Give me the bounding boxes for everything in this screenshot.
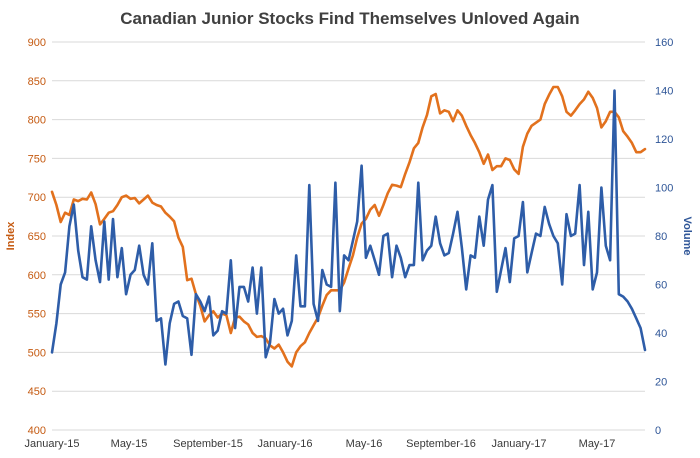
right-tick-label: 60	[655, 280, 667, 292]
left-tick-label: 800	[28, 115, 46, 127]
right-tick-label: 80	[655, 231, 667, 243]
x-tick-label: January-16	[257, 438, 312, 450]
right-tick-label: 40	[655, 328, 667, 340]
left-tick-label: 700	[28, 192, 46, 204]
volume-series-line	[50, 89, 647, 366]
chart-title: Canadian Junior Stocks Find Themselves U…	[120, 9, 579, 28]
x-tick-label: May-15	[111, 438, 148, 450]
right-tick-label: 160	[655, 37, 673, 49]
left-axis-title: Index	[5, 221, 17, 251]
left-tick-label: 750	[28, 153, 46, 165]
gridlines	[52, 41, 645, 431]
right-tick-label: 140	[655, 86, 673, 98]
index-series-line	[50, 85, 647, 368]
left-tick-label: 400	[28, 425, 46, 437]
x-tick-label: January-17	[491, 438, 546, 450]
left-tick-label: 850	[28, 76, 46, 88]
x-tick-label: September-15	[173, 438, 243, 450]
right-tick-label: 100	[655, 183, 673, 195]
right-tick-label: 120	[655, 134, 673, 146]
left-tick-label: 900	[28, 37, 46, 49]
x-tick-label: May-16	[346, 438, 383, 450]
x-tick-label: September-16	[406, 438, 476, 450]
right-tick-label: 0	[655, 425, 661, 437]
x-tick-label: May-17	[579, 438, 616, 450]
series-lines	[50, 85, 647, 368]
left-tick-label: 500	[28, 347, 46, 359]
right-tick-label: 20	[655, 377, 667, 389]
left-tick-label: 450	[28, 386, 46, 398]
left-tick-label: 550	[28, 309, 46, 321]
x-tick-label: January-15	[24, 438, 79, 450]
left-tick-label: 600	[28, 270, 46, 282]
right-axis-title: Volume	[681, 217, 693, 256]
left-tick-label: 650	[28, 231, 46, 243]
axes: 400 450 500 550 600 650 700 750 800 850 900 0 20 40 60…	[24, 37, 673, 450]
